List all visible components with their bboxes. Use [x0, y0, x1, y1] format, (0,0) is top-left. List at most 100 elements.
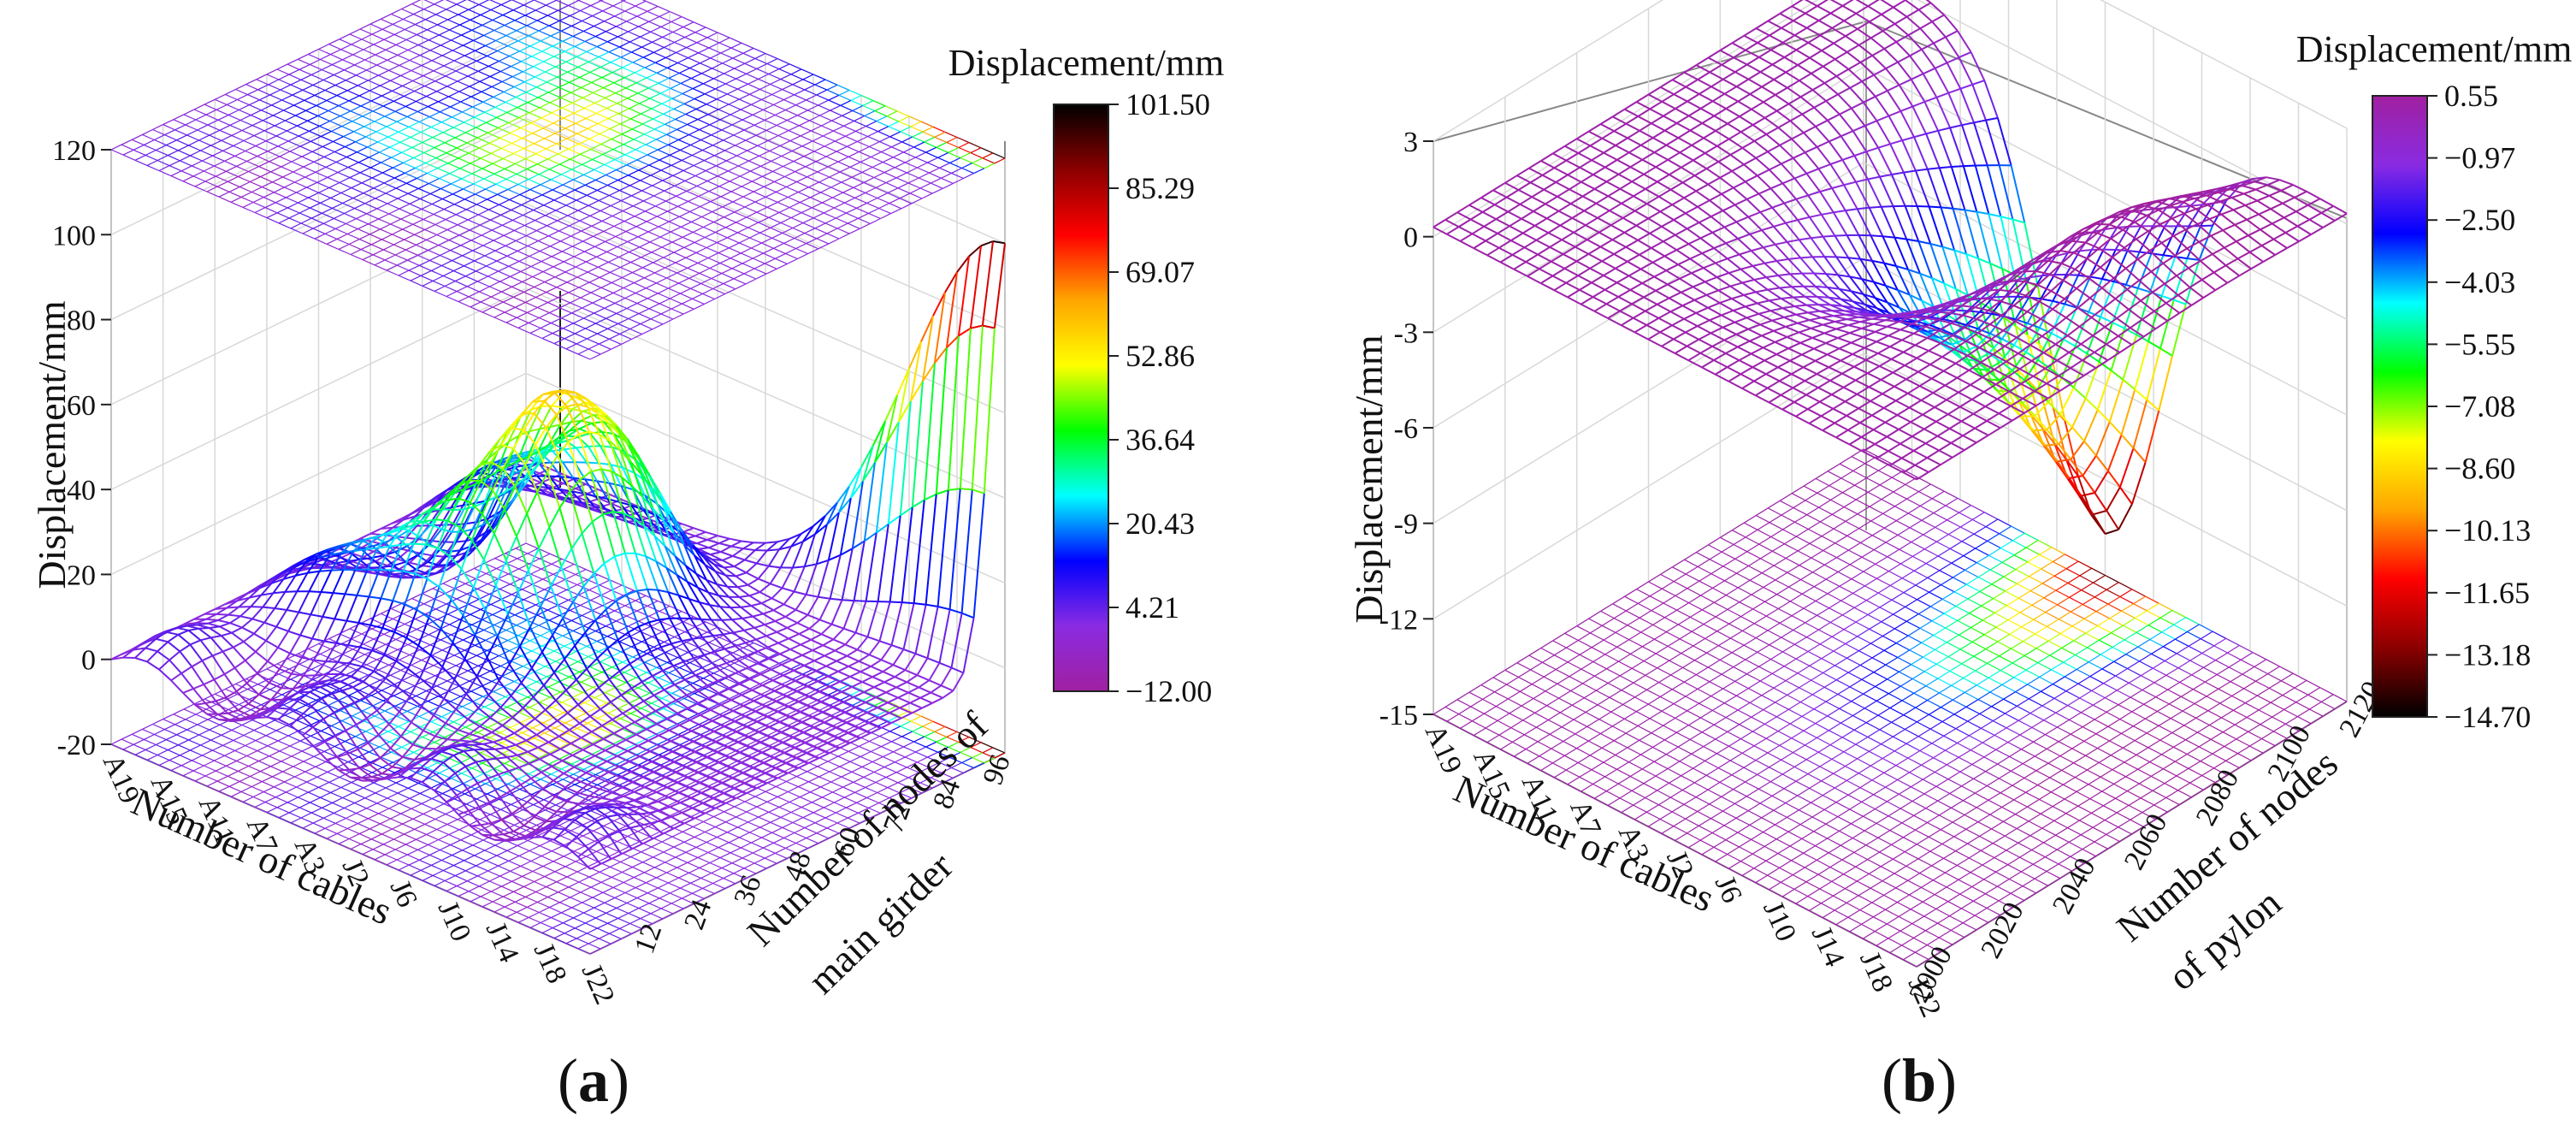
top-mesh-line [244, 141, 256, 146]
floor-mesh-line [547, 882, 557, 887]
top-mesh-line [753, 48, 765, 53]
floor-mesh-line [303, 828, 315, 833]
top-mesh-line [650, 98, 662, 104]
floor-mesh-line [207, 781, 217, 786]
top-mesh-line [701, 74, 713, 79]
floor-mesh-line [399, 870, 411, 875]
top-mesh-line [556, 67, 568, 72]
top-mesh-line [345, 214, 357, 219]
floor-mesh-line [715, 822, 725, 827]
top-mesh-line [322, 146, 334, 151]
top-mesh-line [341, 193, 353, 198]
top-mesh-line [606, 104, 617, 109]
floor-mesh-line [263, 792, 275, 797]
floor-mesh-line [417, 844, 428, 850]
floor-mesh-line [836, 813, 848, 818]
floor-mesh-line [242, 725, 254, 731]
floor-mesh-line [403, 680, 415, 685]
top-mesh-line [626, 83, 636, 88]
top-mesh-line [388, 132, 399, 137]
floor-mesh-line [529, 913, 539, 918]
floor-mesh-line [821, 782, 831, 787]
top-mesh-line [511, 133, 523, 139]
floor-mesh-line [493, 902, 505, 907]
floor-mesh-line [517, 697, 528, 702]
top-mesh-line [213, 151, 223, 156]
top-mesh-line [537, 21, 549, 26]
floor-mesh-line [371, 834, 381, 839]
top-mesh-line [629, 104, 640, 109]
top-mesh-line [590, 68, 600, 73]
top-mesh-line [543, 123, 553, 128]
floor-mesh-line [333, 798, 343, 803]
floor-mesh-line [369, 814, 379, 819]
floor-mesh-line [343, 793, 353, 798]
top-mesh-line [541, 118, 553, 123]
floor-mesh-line [830, 772, 842, 777]
floor-mesh-line [409, 865, 421, 870]
top-mesh-line [356, 142, 368, 147]
floor-mesh-line [596, 913, 606, 918]
floor-mesh-line [399, 803, 411, 808]
top-mesh-line [591, 1, 601, 6]
top-mesh-line [436, 15, 448, 20]
floor-mesh-line [415, 824, 425, 829]
floor-mesh-line [890, 731, 902, 737]
floor-mesh-line [211, 740, 223, 745]
top-mesh-line [390, 147, 402, 152]
floor-mesh-line [765, 853, 775, 858]
top-mesh-line [225, 156, 235, 161]
top-mesh-line [327, 101, 339, 106]
floor-mesh-line [452, 784, 463, 789]
top-mesh-line [511, 139, 522, 144]
top-mesh-line [132, 139, 144, 145]
floor-mesh-line [549, 908, 561, 913]
top-mesh-line [532, 51, 542, 56]
top-mesh-line [513, 5, 523, 10]
top-mesh-line [582, 21, 594, 27]
floor-mesh-line [283, 767, 293, 772]
top-mesh-line [168, 156, 180, 161]
top-mesh-line [341, 188, 352, 193]
top-mesh-line [638, 93, 650, 98]
top-mesh-line [523, 67, 533, 72]
top-mesh-line [346, 152, 357, 157]
top-mesh-line [277, 208, 287, 213]
floor-mesh-line [810, 792, 822, 797]
floor-mesh-line [497, 856, 509, 861]
top-mesh-line [406, 178, 417, 183]
floor-mesh-line [862, 762, 872, 767]
top-mesh-line [589, 0, 601, 1]
top-mesh-line [384, 34, 394, 39]
floor-mesh-line [511, 723, 521, 728]
floor-mesh-line [417, 839, 428, 844]
top-mesh-line [479, 148, 491, 153]
floor-mesh-line [893, 747, 903, 752]
top-mesh-line [458, 158, 470, 163]
top-mesh-line [305, 172, 316, 177]
floor-mesh-line [373, 850, 385, 855]
top-mesh-line [584, 108, 596, 113]
top-mesh-line [479, 4, 491, 9]
top-mesh-line [557, 0, 569, 5]
top-mesh-line [260, 100, 272, 105]
top-mesh-line [286, 198, 298, 203]
floor-mesh-line [310, 797, 320, 802]
floor-mesh-line [367, 808, 379, 814]
floor-mesh-line [565, 862, 576, 867]
floor-mesh-line [476, 578, 487, 583]
top-mesh-line [381, 91, 392, 96]
top-mesh-line [671, 22, 683, 27]
floor-mesh-line [484, 768, 494, 773]
floor-mesh-line [682, 826, 693, 832]
top-mesh-line [446, 76, 458, 81]
floor-mesh-line [317, 777, 329, 782]
floor-mesh-line [487, 722, 498, 727]
top-mesh-line [424, 4, 434, 9]
top-mesh-line [121, 145, 133, 150]
floor-mesh-line [713, 879, 724, 884]
top-mesh-line [393, 168, 405, 173]
floor-mesh-line [800, 792, 810, 797]
floor-mesh-line [517, 620, 527, 625]
top-mesh-line [474, 40, 486, 45]
